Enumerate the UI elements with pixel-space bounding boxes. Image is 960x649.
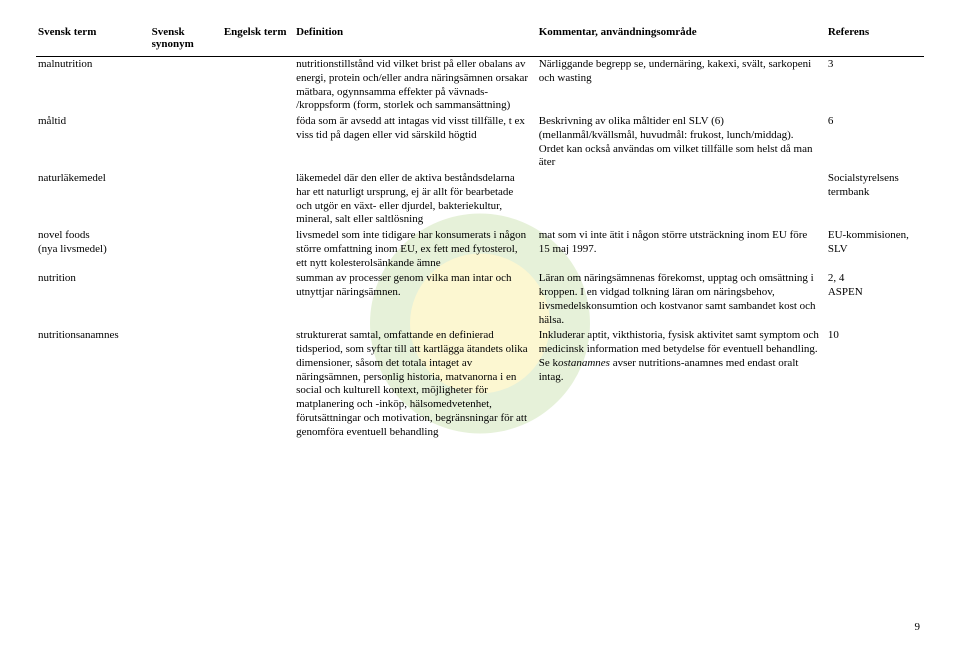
synonym-sv-cell	[150, 228, 222, 271]
table-row: nutritionsanamnes strukturerat samtal, om…	[36, 328, 924, 440]
term-sv-cell: novel foods (nya livsmedel)	[36, 228, 150, 271]
term-sv-cell: nutritionsanamnes	[36, 328, 150, 440]
term-sv-cell: naturläkemedel	[36, 171, 150, 228]
definition-cell: strukturerat samtal, omfattande en defin…	[294, 328, 537, 440]
table-row: nutrition summan av processer genom vilka…	[36, 271, 924, 328]
comment-cell: mat som vi inte ätit i någon större utst…	[537, 228, 826, 271]
page-content: Svensk term Svensk synonym Engelsk term …	[0, 0, 960, 440]
definition-cell: livsmedel som inte tidigare har konsumer…	[294, 228, 537, 271]
term-en-cell	[222, 171, 294, 228]
definition-cell: nutritionstillstånd vid vilket brist på …	[294, 57, 537, 115]
comment-cell: Närliggande begrepp se, undernäring, kak…	[537, 57, 826, 115]
table-row: naturläkemedel läkemedel där den eller de…	[36, 171, 924, 228]
reference-cell: Socialstyrelsens termbank	[826, 171, 924, 228]
definition-cell: summan av processer genom vilka man inta…	[294, 271, 537, 328]
reference-cell: 10	[826, 328, 924, 440]
comment-cell	[537, 171, 826, 228]
table-header-row: Svensk term Svensk synonym Engelsk term …	[36, 24, 924, 57]
reference-cell: 2, 4 ASPEN	[826, 271, 924, 328]
header-comment: Kommentar, användningsområde	[537, 24, 826, 57]
term-sv-cell: malnutrition	[36, 57, 150, 115]
table-row: novel foods (nya livsmedel) livsmedel som…	[36, 228, 924, 271]
table-row: måltid föda som är avsedd att intagas vid…	[36, 114, 924, 171]
header-reference: Referens	[826, 24, 924, 57]
reference-cell: 3	[826, 57, 924, 115]
term-en-cell	[222, 328, 294, 440]
term-sv-cell: måltid	[36, 114, 150, 171]
term-en-cell	[222, 271, 294, 328]
header-term-sv: Svensk term	[36, 24, 150, 57]
table-row: malnutrition nutritionstillstånd vid vilk…	[36, 57, 924, 115]
term-sv-cell: nutrition	[36, 271, 150, 328]
synonym-sv-cell	[150, 114, 222, 171]
page-number: 9	[915, 621, 921, 633]
reference-cell: EU-kommisionen, SLV	[826, 228, 924, 271]
header-term-en: Engelsk term	[222, 24, 294, 57]
synonym-sv-cell	[150, 271, 222, 328]
synonym-sv-cell	[150, 171, 222, 228]
definition-cell: föda som är avsedd att intagas vid visst…	[294, 114, 537, 171]
header-synonym-sv: Svensk synonym	[150, 24, 222, 57]
term-en-cell	[222, 114, 294, 171]
terminology-table: Svensk term Svensk synonym Engelsk term …	[36, 24, 924, 440]
term-en-cell	[222, 57, 294, 115]
synonym-sv-cell	[150, 328, 222, 440]
definition-cell: läkemedel där den eller de aktiva bestån…	[294, 171, 537, 228]
comment-cell: Beskrivning av olika måltider enl SLV (6…	[537, 114, 826, 171]
header-definition: Definition	[294, 24, 537, 57]
term-en-cell	[222, 228, 294, 271]
synonym-sv-cell	[150, 57, 222, 115]
reference-cell: 6	[826, 114, 924, 171]
comment-cell: Inkluderar aptit, vikthistoria, fysisk a…	[537, 328, 826, 440]
comment-cell: Läran om näringsämnenas förekomst, uppta…	[537, 271, 826, 328]
